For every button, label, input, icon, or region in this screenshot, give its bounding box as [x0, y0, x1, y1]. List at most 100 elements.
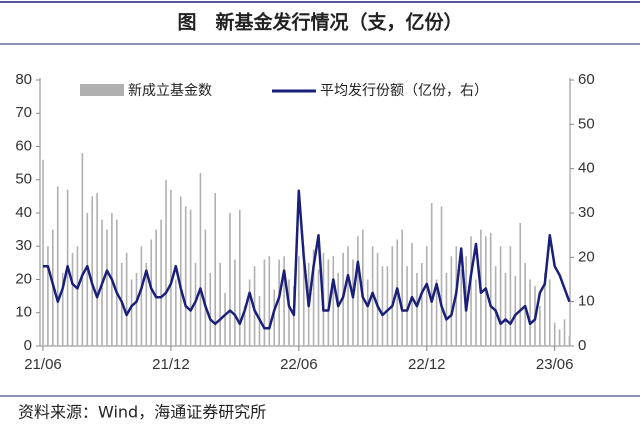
bar — [263, 259, 266, 346]
bar — [298, 256, 300, 346]
bar — [440, 206, 443, 346]
bar — [435, 279, 438, 346]
bar — [337, 272, 339, 346]
x-tick-label: 21/06 — [24, 356, 62, 373]
bar — [209, 272, 212, 346]
bar — [56, 186, 59, 346]
bar — [494, 266, 497, 346]
bar — [179, 196, 182, 346]
bar — [381, 266, 384, 346]
bar — [204, 229, 207, 346]
x-tick-label: 22/12 — [408, 356, 446, 373]
bar — [401, 229, 403, 346]
y-tick-label: 40 — [15, 204, 32, 221]
bar — [273, 289, 276, 346]
bar — [165, 179, 167, 346]
y-tick-label: 80 — [15, 71, 32, 88]
bar — [194, 262, 197, 346]
bar — [175, 279, 177, 346]
legend-swatch — [80, 84, 124, 96]
y-tick-label: 20 — [15, 270, 32, 287]
y-tick-label: 70 — [15, 104, 32, 121]
bar — [539, 306, 541, 346]
bar — [312, 249, 315, 346]
bar — [406, 266, 408, 346]
bar — [357, 236, 359, 346]
bar — [302, 246, 305, 346]
bar — [239, 209, 241, 346]
bar — [278, 259, 280, 346]
y2-tick-label: 10 — [578, 293, 595, 310]
bar — [347, 246, 349, 346]
bar — [248, 279, 251, 346]
bar — [76, 246, 79, 346]
bar — [170, 189, 172, 346]
x-tick-label: 21/12 — [152, 356, 190, 373]
bar — [91, 196, 93, 346]
y-tick-label: 0 — [24, 337, 32, 354]
x-tick-label: 22/06 — [280, 356, 318, 373]
y2-tick-label: 50 — [578, 115, 595, 132]
bar — [86, 213, 89, 346]
bar — [229, 213, 231, 346]
y-tick-label: 50 — [15, 171, 32, 188]
bar — [71, 252, 74, 346]
bar — [504, 272, 507, 346]
bar — [184, 206, 187, 346]
bar — [125, 252, 128, 346]
bar — [499, 246, 502, 346]
bar — [243, 306, 246, 346]
bar — [47, 246, 49, 346]
bar — [425, 246, 428, 346]
bar — [416, 272, 418, 346]
bar — [509, 246, 512, 346]
bar — [81, 153, 84, 346]
bar — [42, 159, 44, 346]
y-tick-label: 60 — [15, 137, 32, 154]
y-tick-label: 30 — [15, 237, 32, 254]
bar — [544, 272, 546, 346]
bar — [116, 219, 118, 346]
bar — [268, 256, 271, 346]
bar — [489, 232, 492, 346]
bar — [317, 269, 320, 346]
bar — [519, 222, 522, 346]
bar — [189, 209, 192, 346]
bar — [145, 262, 148, 346]
y-tick-label: 10 — [15, 304, 32, 321]
bar — [376, 252, 379, 346]
bar — [470, 236, 472, 346]
bar — [366, 279, 369, 346]
bar — [558, 329, 561, 346]
bar — [96, 193, 98, 346]
line-series — [43, 189, 571, 330]
y2-tick-label: 20 — [578, 248, 595, 265]
bar — [362, 229, 364, 346]
bar — [140, 246, 143, 346]
bar — [430, 203, 433, 346]
chart-title: 图 新基金发行情况（支，亿份） — [177, 11, 462, 34]
bar — [450, 256, 453, 346]
bar — [568, 336, 571, 346]
bar — [411, 242, 413, 346]
y2-tick-label: 40 — [578, 160, 595, 177]
bar — [460, 269, 462, 346]
bar — [214, 193, 216, 346]
legend-label: 新成立基金数 — [128, 82, 212, 99]
bar — [150, 239, 153, 346]
bar — [160, 219, 162, 346]
bar — [199, 173, 202, 346]
bar — [288, 279, 290, 346]
bar — [283, 256, 285, 346]
y2-tick-label: 60 — [578, 71, 595, 88]
bar — [524, 262, 526, 346]
bar — [553, 322, 556, 346]
source-note: 资料来源：Wind，海通证券研究所 — [18, 403, 266, 422]
bar — [332, 256, 335, 346]
bar — [130, 279, 133, 346]
bar — [135, 272, 138, 346]
bar — [219, 262, 221, 346]
bar — [234, 259, 236, 346]
bar — [386, 266, 389, 346]
